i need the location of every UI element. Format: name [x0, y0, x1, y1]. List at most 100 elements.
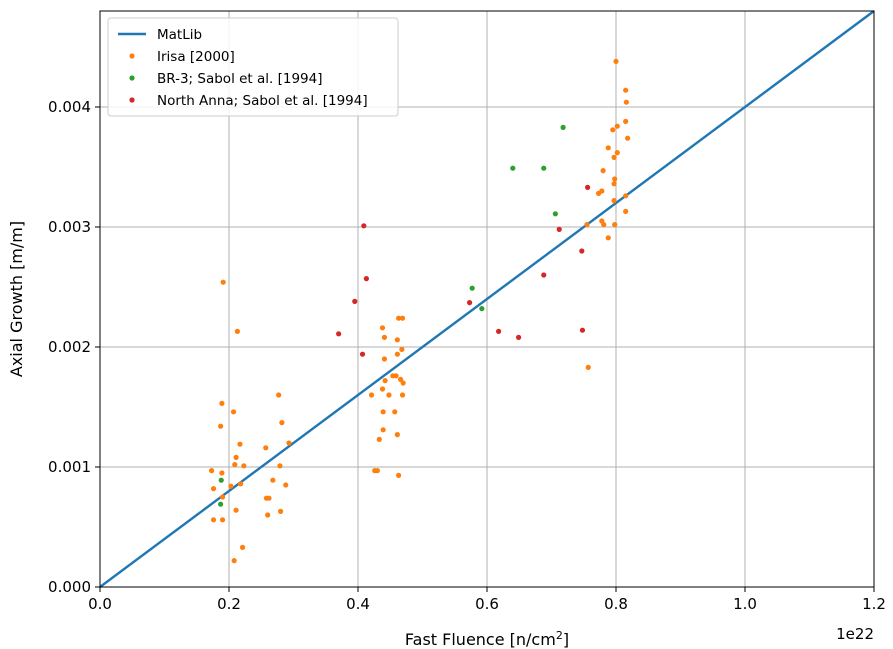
data-point: [374, 468, 380, 474]
data-point: [219, 517, 226, 523]
data-point: [210, 486, 217, 492]
data-point: [382, 378, 388, 384]
matlib-line: [99, 10, 875, 588]
data-point: [277, 463, 283, 469]
series-1: [208, 58, 631, 564]
data-point: [625, 135, 631, 141]
y-axis-label: Axial Growth [m/m]: [7, 221, 26, 377]
data-point: [579, 327, 586, 333]
legend-label: North Anna; Sabol et al. [1994]: [157, 93, 368, 109]
data-point: [605, 145, 611, 151]
data-point: [233, 454, 239, 460]
data-point: [219, 470, 225, 476]
data-point: [399, 392, 406, 398]
data-point: [394, 351, 400, 357]
y-tick-label: 0.002: [48, 338, 91, 356]
x-axis-label-end: ]: [563, 630, 569, 649]
data-point: [381, 334, 388, 340]
series-3: [336, 184, 591, 357]
legend-marker-swatch: [129, 97, 135, 103]
data-point: [263, 445, 269, 451]
data-point: [611, 154, 617, 160]
data-point: [623, 208, 629, 214]
legend-item: MatLib: [118, 27, 202, 43]
data-point: [496, 328, 502, 334]
data-point: [579, 248, 585, 254]
data-point: [380, 427, 386, 433]
data-point: [600, 168, 606, 174]
data-point: [394, 337, 400, 343]
data-point: [585, 184, 591, 190]
data-point: [218, 501, 224, 507]
data-point: [399, 315, 406, 321]
data-point: [359, 351, 366, 357]
data-point: [231, 558, 237, 564]
data-point: [230, 409, 237, 415]
data-point: [379, 325, 386, 331]
x-axis-label-main: Fast Fluence [n/cm: [405, 630, 556, 649]
x-tick-label: 0.2: [217, 595, 241, 613]
data-point: [386, 392, 392, 398]
data-point: [233, 507, 239, 513]
data-point: [399, 346, 405, 352]
data-point: [623, 99, 629, 105]
data-point: [601, 222, 607, 228]
data-point: [218, 423, 224, 429]
data-point: [238, 481, 244, 487]
data-point: [610, 127, 616, 133]
data-point: [556, 226, 562, 232]
data-point: [614, 123, 620, 129]
series-2: [218, 124, 566, 507]
data-point: [218, 477, 224, 483]
data-point: [552, 211, 558, 217]
data-point: [396, 472, 402, 478]
x-axis: 0.0 0.2 0.4 0.6 0.8 1.0 1.2: [88, 587, 886, 613]
data-point: [232, 462, 238, 468]
data-point: [263, 495, 270, 501]
x-axis-label-superscript: 2: [556, 629, 563, 642]
y-tick-label: 0.003: [48, 218, 91, 236]
data-point: [392, 409, 398, 415]
data-point: [286, 440, 292, 446]
data-point: [219, 494, 226, 500]
data-point: [623, 118, 629, 124]
data-point: [611, 198, 617, 204]
data-point: [237, 441, 243, 447]
data-point: [400, 380, 406, 386]
data-point: [623, 87, 629, 93]
data-point: [612, 222, 618, 228]
data-point: [265, 512, 271, 518]
legend-item: BR-3; Sabol et al. [1994]: [129, 71, 323, 87]
data-point: [208, 468, 215, 474]
y-tick-label: 0.004: [48, 98, 91, 116]
y-tick-label: 0.000: [48, 578, 91, 596]
data-point: [469, 285, 475, 291]
data-point: [510, 165, 516, 171]
data-point: [376, 436, 382, 442]
data-point: [605, 235, 611, 241]
data-point: [241, 463, 247, 469]
legend-item: North Anna; Sabol et al. [1994]: [129, 93, 368, 109]
data-point: [541, 165, 547, 171]
data-point: [380, 409, 386, 415]
legend-marker-swatch: [129, 75, 135, 81]
series-0: [99, 10, 875, 588]
data-point: [270, 477, 276, 483]
data-point: [361, 223, 367, 229]
data-point: [234, 328, 240, 334]
data-point: [239, 544, 246, 551]
data-point: [595, 190, 602, 196]
data-point: [466, 300, 473, 306]
data-point: [219, 400, 225, 406]
data-point: [560, 124, 566, 130]
x-tick-label: 0.6: [475, 595, 499, 613]
data-point: [228, 483, 234, 489]
data-point: [614, 150, 620, 156]
data-point: [585, 364, 591, 370]
data-point: [352, 298, 358, 304]
data-point: [278, 508, 284, 514]
legend: MatLib Irisa [2000] BR-3; Sabol et al. [19…: [107, 17, 399, 117]
data-point: [381, 356, 388, 362]
data-point: [612, 176, 618, 182]
